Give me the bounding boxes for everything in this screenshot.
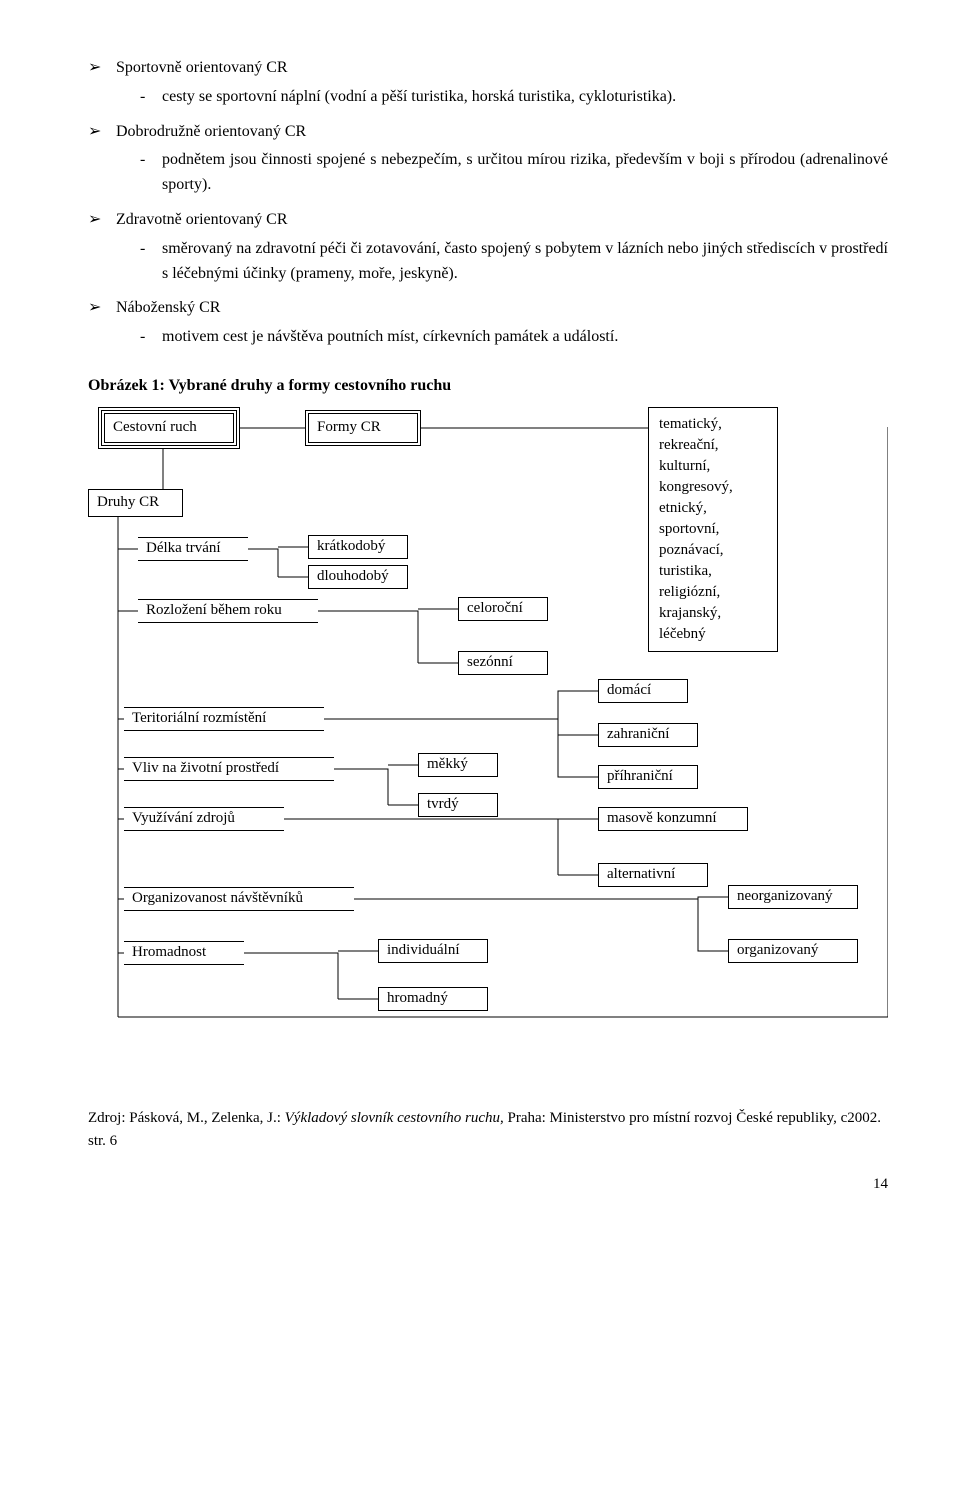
bulleted-section: ➢ Sportovně orientovaný CR - cesty se sp… xyxy=(88,56,888,350)
flowchart-node-alternativni: alternativní xyxy=(598,863,708,887)
dash-item: - cesty se sportovní náplní (vodní a pěš… xyxy=(140,85,888,110)
bullet-item: ➢ Sportovně orientovaný CR xyxy=(88,56,888,81)
dash-item: - směrovaný na zdravotní péči či zotavov… xyxy=(140,237,888,287)
dash-list: - podnětem jsou činnosti spojené s nebez… xyxy=(140,148,888,198)
bullet-item: ➢ Zdravotně orientovaný CR xyxy=(88,208,888,233)
flowchart-typelist: tematický, rekreační, kulturní, kongreso… xyxy=(648,407,778,652)
flowchart-node-terit: Teritoriální rozmístění xyxy=(124,707,324,731)
bullet-label: Náboženský CR xyxy=(116,296,220,321)
bullet-item: ➢ Dobrodružně orientovaný CR xyxy=(88,120,888,145)
bullet-label: Dobrodružně orientovaný CR xyxy=(116,120,306,145)
arrow-icon: ➢ xyxy=(88,56,116,81)
flowchart-node-mekky: měkký xyxy=(418,753,498,777)
source-prefix: Zdroj: Pásková, M., Zelenka, J.: xyxy=(88,1110,285,1126)
bullet-label: Sportovně orientovaný CR xyxy=(116,56,288,81)
flowchart-diagram: Cestovní ruch Formy CR Druhy CR Délka trván… xyxy=(88,407,888,1087)
bullet-label: Zdravotně orientovaný CR xyxy=(116,208,288,233)
dash-list: - směrovaný na zdravotní péči či zotavov… xyxy=(140,237,888,287)
figure-title: Obrázek 1: Vybrané druhy a formy cestovn… xyxy=(88,374,888,399)
flowchart-node-masove: masově konzumní xyxy=(598,807,748,831)
flowchart-node-hromadnost: Hromadnost xyxy=(124,941,244,965)
page-number: 14 xyxy=(88,1173,888,1196)
dash-text: motivem cest je návštěva poutních míst, … xyxy=(162,325,888,350)
flowchart-node-domaci: domácí xyxy=(598,679,688,703)
flowchart-node-neorganizovany: neorganizovaný xyxy=(728,885,858,909)
arrow-icon: ➢ xyxy=(88,120,116,145)
flowchart-node-dlouho: dlouhodobý xyxy=(308,565,408,589)
flowchart-node-individualni: individuální xyxy=(378,939,488,963)
flowchart-node-sezonni: sezónní xyxy=(458,651,548,675)
dash-icon: - xyxy=(140,325,162,350)
dash-text: směrovaný na zdravotní péči či zotavován… xyxy=(162,237,888,287)
dash-icon: - xyxy=(140,85,162,110)
bullet-item: ➢ Náboženský CR xyxy=(88,296,888,321)
flowchart-node-kratko: krátkodobý xyxy=(308,535,408,559)
flowchart-node-tvrdy: tvrdý xyxy=(418,793,498,817)
arrow-icon: ➢ xyxy=(88,208,116,233)
dash-list: - motivem cest je návštěva poutních míst… xyxy=(140,325,888,350)
dash-item: - podnětem jsou činnosti spojené s nebez… xyxy=(140,148,888,198)
dash-list: - cesty se sportovní náplní (vodní a pěš… xyxy=(140,85,888,110)
figure-source: Zdroj: Pásková, M., Zelenka, J.: Výklado… xyxy=(88,1107,888,1154)
flowchart-node-rozlozeni: Rozložení během roku xyxy=(138,599,318,623)
dash-icon: - xyxy=(140,148,162,198)
flowchart-node-vliv: Vliv na životní prostředí xyxy=(124,757,334,781)
flowchart-node-celorocni: celoroční xyxy=(458,597,548,621)
flowchart-node-prihranicni: příhraniční xyxy=(598,765,698,789)
flowchart-node-vyuzivani: Využívání zdrojů xyxy=(124,807,284,831)
flowchart-node-druhy: Druhy CR xyxy=(88,489,183,517)
dash-item: - motivem cest je návštěva poutních míst… xyxy=(140,325,888,350)
flowchart-node-organizovanost: Organizovanost návštěvníků xyxy=(124,887,354,911)
source-italic: Výkladový slovník cestovního ruchu xyxy=(285,1110,500,1126)
arrow-icon: ➢ xyxy=(88,296,116,321)
dash-icon: - xyxy=(140,237,162,287)
flowchart-node-delka: Délka trvání xyxy=(138,537,248,561)
flowchart-node-hromadny: hromadný xyxy=(378,987,488,1011)
flowchart-node-zahranicni: zahraniční xyxy=(598,723,698,747)
dash-text: podnětem jsou činnosti spojené s nebezpe… xyxy=(162,148,888,198)
flowchart-node-cr: Cestovní ruch xyxy=(104,413,234,443)
dash-text: cesty se sportovní náplní (vodní a pěší … xyxy=(162,85,888,110)
flowchart-node-formy: Formy CR xyxy=(308,413,418,443)
flowchart-node-organizovany: organizovaný xyxy=(728,939,858,963)
